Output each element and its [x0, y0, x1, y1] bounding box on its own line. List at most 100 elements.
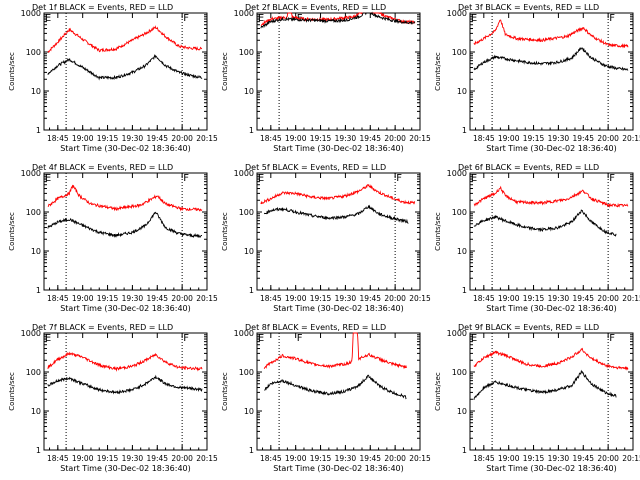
- detector-panel: Det 1f BLACK = Events, RED = LLD 1 10 100 10…: [8, 3, 218, 153]
- lld-trace-red: [473, 347, 629, 371]
- y-tick-label: 10: [244, 87, 254, 96]
- attenuator-marker-e: E: [45, 333, 51, 344]
- panel-title: Det 3f BLACK = Events, RED = LLD: [458, 3, 599, 12]
- x-tick-label: 20:00: [597, 294, 619, 303]
- lld-trace-red: [47, 184, 203, 212]
- events-trace-black: [260, 11, 416, 29]
- detector-panel: Det 7f BLACK = Events, RED = LLD 1 10 100 10…: [8, 323, 218, 473]
- x-tick-label: 19:00: [285, 454, 307, 463]
- y-tick-label: 10: [31, 407, 41, 416]
- x-tick-label: 20:00: [597, 134, 619, 143]
- x-tick-label: 19:30: [548, 134, 570, 143]
- x-tick-label: 19:00: [285, 134, 307, 143]
- x-tick-label: 19:30: [335, 454, 357, 463]
- plot-frame: [256, 332, 421, 451]
- x-tick-label: 19:15: [97, 294, 119, 303]
- x-axis-label: Start Time (30-Dec-02 18:36:40): [273, 144, 404, 153]
- lld-trace-red: [473, 19, 629, 49]
- plot-frame: [256, 172, 421, 291]
- y-tick-label: 1: [249, 126, 254, 135]
- plot-frame: [43, 332, 208, 451]
- y-axis-label: Counts/sec: [8, 372, 16, 411]
- x-tick-label: 19:15: [310, 294, 332, 303]
- x-axis-label: Start Time (30-Dec-02 18:36:40): [60, 304, 191, 313]
- x-tick-label: 20:15: [622, 294, 640, 303]
- y-axis-label: Counts/sec: [8, 52, 16, 91]
- panel-title: Det 1f BLACK = Events, RED = LLD: [32, 3, 173, 12]
- y-axis-label: Counts/sec: [434, 52, 442, 91]
- lld-trace-red: [47, 351, 203, 372]
- x-tick-label: 19:00: [72, 134, 94, 143]
- x-tick-label: 18:45: [260, 294, 282, 303]
- panel-title: Det 7f BLACK = Events, RED = LLD: [32, 323, 173, 332]
- plot-frame: [469, 332, 634, 451]
- x-tick-label: 19:45: [572, 454, 594, 463]
- attenuator-marker-e: E: [258, 13, 264, 24]
- flag-marker: F: [609, 13, 615, 24]
- y-tick-label: 1000: [21, 329, 41, 338]
- x-tick-label: 20:15: [622, 454, 640, 463]
- y-tick-label: 100: [26, 368, 41, 377]
- y-tick-label: 10: [244, 407, 254, 416]
- x-tick-label: 20:15: [622, 134, 640, 143]
- plot-frame: [469, 12, 634, 131]
- attenuator-marker-e: E: [471, 13, 477, 24]
- x-tick-label: 20:00: [597, 454, 619, 463]
- x-tick-label: 19:45: [359, 134, 381, 143]
- x-tick-label: 19:45: [146, 454, 168, 463]
- detector-panel: Det 2f BLACK = Events, RED = LLD 1 10 100 10…: [221, 3, 431, 153]
- y-tick-label: 10: [244, 247, 254, 256]
- flag-marker: F: [396, 173, 402, 184]
- x-tick-label: 18:45: [47, 454, 69, 463]
- x-tick-label: 20:15: [409, 134, 431, 143]
- x-tick-label: 20:00: [384, 294, 406, 303]
- y-tick-label: 100: [452, 48, 467, 57]
- y-tick-label: 1: [36, 286, 41, 295]
- y-tick-label: 1000: [447, 329, 467, 338]
- x-tick-label: 18:45: [473, 454, 495, 463]
- x-tick-label: 19:15: [523, 134, 545, 143]
- x-tick-label: 18:45: [47, 294, 69, 303]
- x-tick-label: 18:45: [47, 134, 69, 143]
- x-axis-label: Start Time (30-Dec-02 18:36:40): [486, 304, 617, 313]
- x-tick-label: 20:00: [384, 454, 406, 463]
- y-tick-label: 10: [457, 247, 467, 256]
- x-tick-label: 20:15: [196, 134, 218, 143]
- lld-trace-red: [473, 185, 629, 209]
- detector-panel: Det 4f BLACK = Events, RED = LLD 1 10 100 10…: [8, 163, 218, 313]
- plot-frame: [43, 12, 208, 131]
- panel-title: Det 6f BLACK = Events, RED = LLD: [458, 163, 599, 172]
- attenuator-marker-e: E: [258, 173, 264, 184]
- detector-panel: Det 8f BLACK = Events, RED = LLD 1 10 100 10…: [221, 323, 431, 473]
- x-tick-label: 20:15: [409, 294, 431, 303]
- attenuator-marker-e: E: [471, 333, 477, 344]
- events-trace-black: [473, 369, 617, 401]
- x-tick-label: 19:15: [310, 134, 332, 143]
- panel-title: Det 2f BLACK = Events, RED = LLD: [245, 3, 386, 12]
- lld-trace-red: [260, 183, 416, 205]
- events-trace-black: [47, 374, 203, 395]
- y-tick-label: 100: [452, 208, 467, 217]
- y-tick-label: 100: [239, 368, 254, 377]
- lld-trace-red: [260, 12, 416, 27]
- panel-title: Det 4f BLACK = Events, RED = LLD: [32, 163, 173, 172]
- x-axis-label: Start Time (30-Dec-02 18:36:40): [273, 464, 404, 473]
- x-tick-label: 19:30: [335, 294, 357, 303]
- flag-marker: F: [609, 173, 615, 184]
- attenuator-marker-e: E: [45, 13, 51, 24]
- x-tick-label: 19:00: [498, 134, 520, 143]
- events-trace-black: [263, 374, 407, 400]
- x-tick-label: 19:15: [523, 294, 545, 303]
- y-tick-label: 1: [462, 126, 467, 135]
- x-tick-label: 19:45: [572, 294, 594, 303]
- x-tick-label: 19:30: [122, 134, 144, 143]
- lld-trace-red: [263, 332, 407, 370]
- panel-title: Det 8f BLACK = Events, RED = LLD: [245, 323, 386, 332]
- x-tick-label: 20:00: [384, 134, 406, 143]
- events-trace-black: [473, 209, 617, 237]
- y-tick-label: 100: [452, 368, 467, 377]
- x-axis-label: Start Time (30-Dec-02 18:36:40): [60, 144, 191, 153]
- x-tick-label: 19:30: [335, 134, 357, 143]
- x-tick-label: 19:00: [498, 294, 520, 303]
